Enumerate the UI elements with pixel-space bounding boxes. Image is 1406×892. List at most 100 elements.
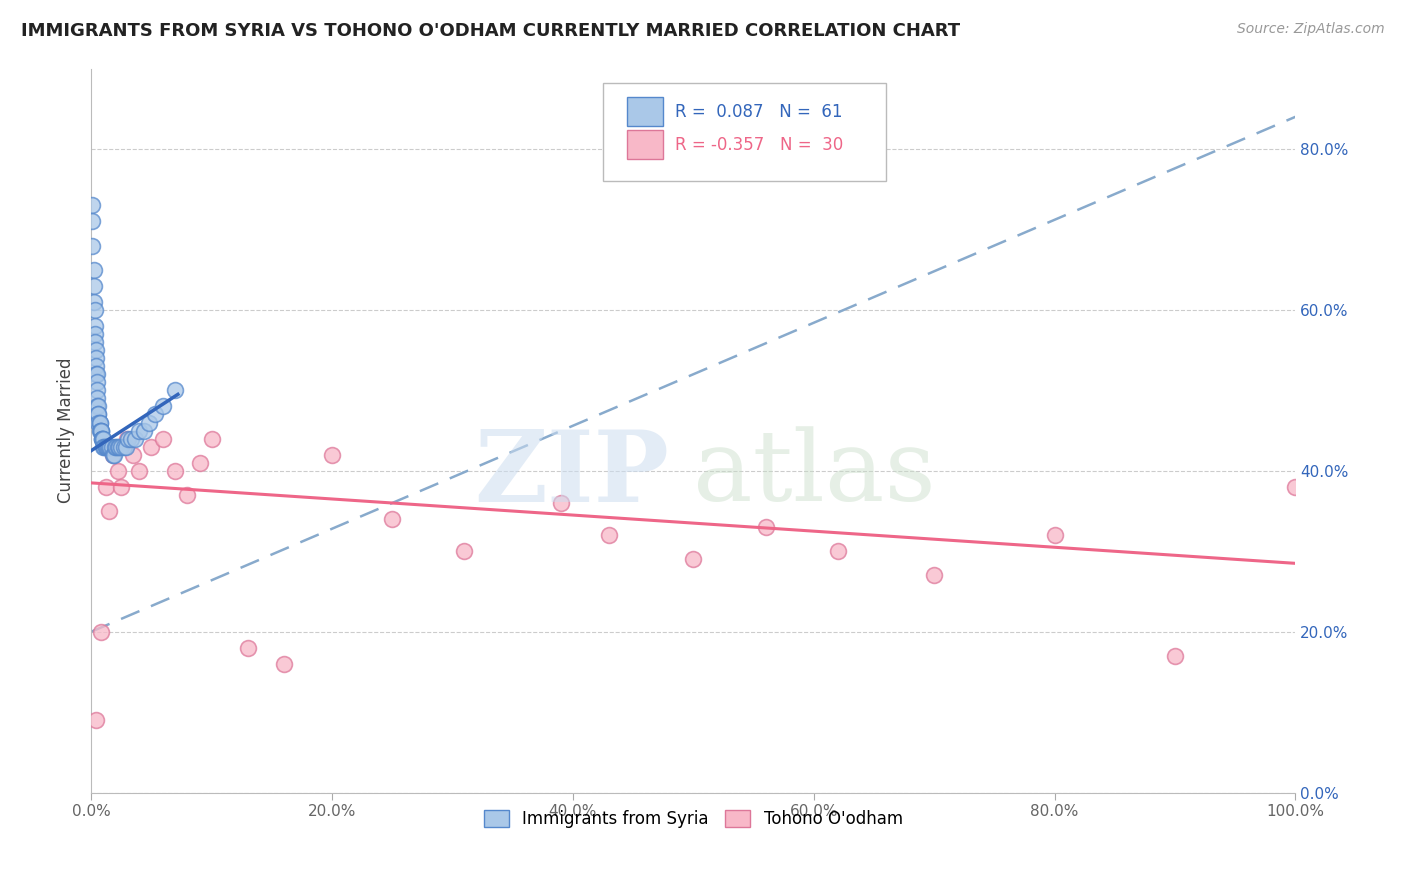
Point [165,384,187,398]
Point [89,424,111,438]
Point [91,432,114,446]
Point [112,440,135,454]
Point [138,416,160,430]
Point [91,432,114,446]
Point [96,440,118,454]
Text: R = -0.357   N =  30: R = -0.357 N = 30 [675,136,844,153]
Point [100,440,122,454]
Point [83,294,105,309]
Point [827,544,849,558]
Text: atlas: atlas [693,426,936,522]
FancyBboxPatch shape [627,130,664,159]
Point [82,214,104,228]
Point [90,624,112,639]
Point [94,480,117,494]
Point [128,464,150,478]
Point [98,504,121,518]
Point [98,440,121,454]
Point [89,416,111,430]
Point [550,496,572,510]
Point [165,464,187,478]
Point [87,400,110,414]
Point [104,440,127,454]
Point [188,456,211,470]
FancyBboxPatch shape [627,97,664,127]
Point [236,640,259,655]
Point [94,440,117,454]
Legend: Immigrants from Syria, Tohono O'odham: Immigrants from Syria, Tohono O'odham [477,804,910,835]
Point [108,440,131,454]
Point [598,528,620,542]
Point [117,432,139,446]
Point [86,368,108,382]
Y-axis label: Currently Married: Currently Married [58,358,75,503]
Point [103,448,125,462]
Point [453,544,475,558]
Point [83,318,105,333]
Text: Source: ZipAtlas.com: Source: ZipAtlas.com [1237,22,1385,37]
Point [84,343,107,358]
Point [83,302,105,317]
Point [134,424,156,438]
Point [1284,480,1306,494]
Point [87,408,110,422]
Point [152,400,174,414]
Point [83,262,105,277]
Point [176,488,198,502]
Text: R =  0.087   N =  61: R = 0.087 N = 61 [675,103,842,121]
Point [91,440,114,454]
Point [273,657,295,671]
Point [122,448,145,462]
Point [90,424,112,438]
Point [110,480,132,494]
Point [86,376,108,390]
Point [107,440,129,454]
Point [91,432,114,446]
Point [83,326,105,341]
Point [84,368,107,382]
Point [321,448,343,462]
Point [84,351,107,366]
FancyBboxPatch shape [603,83,886,181]
Point [89,416,111,430]
Point [922,568,945,582]
Point [381,512,404,526]
Point [143,408,166,422]
Point [91,432,114,446]
Point [141,440,163,454]
Point [97,440,120,454]
Point [83,334,105,349]
Point [90,424,112,438]
Point [120,432,142,446]
Point [1164,648,1187,663]
Point [110,440,132,454]
Point [101,448,124,462]
Text: ZIP: ZIP [474,425,669,523]
Point [117,432,139,446]
Point [754,520,776,534]
Point [84,713,107,727]
Point [1043,528,1066,542]
Point [86,384,108,398]
Point [86,400,108,414]
Point [83,278,105,293]
Point [90,424,112,438]
Point [82,198,104,212]
Point [107,464,129,478]
Point [105,440,128,454]
Point [682,552,704,566]
Point [87,408,110,422]
Point [91,432,114,446]
Point [115,440,138,454]
Text: IMMIGRANTS FROM SYRIA VS TOHONO O'ODHAM CURRENTLY MARRIED CORRELATION CHART: IMMIGRANTS FROM SYRIA VS TOHONO O'ODHAM … [21,22,960,40]
Point [152,432,174,446]
Point [86,392,108,406]
Point [93,440,115,454]
Point [128,424,150,438]
Point [101,448,124,462]
Point [94,440,117,454]
Point [200,432,222,446]
Point [87,416,110,430]
Point [124,432,146,446]
Point [100,440,122,454]
